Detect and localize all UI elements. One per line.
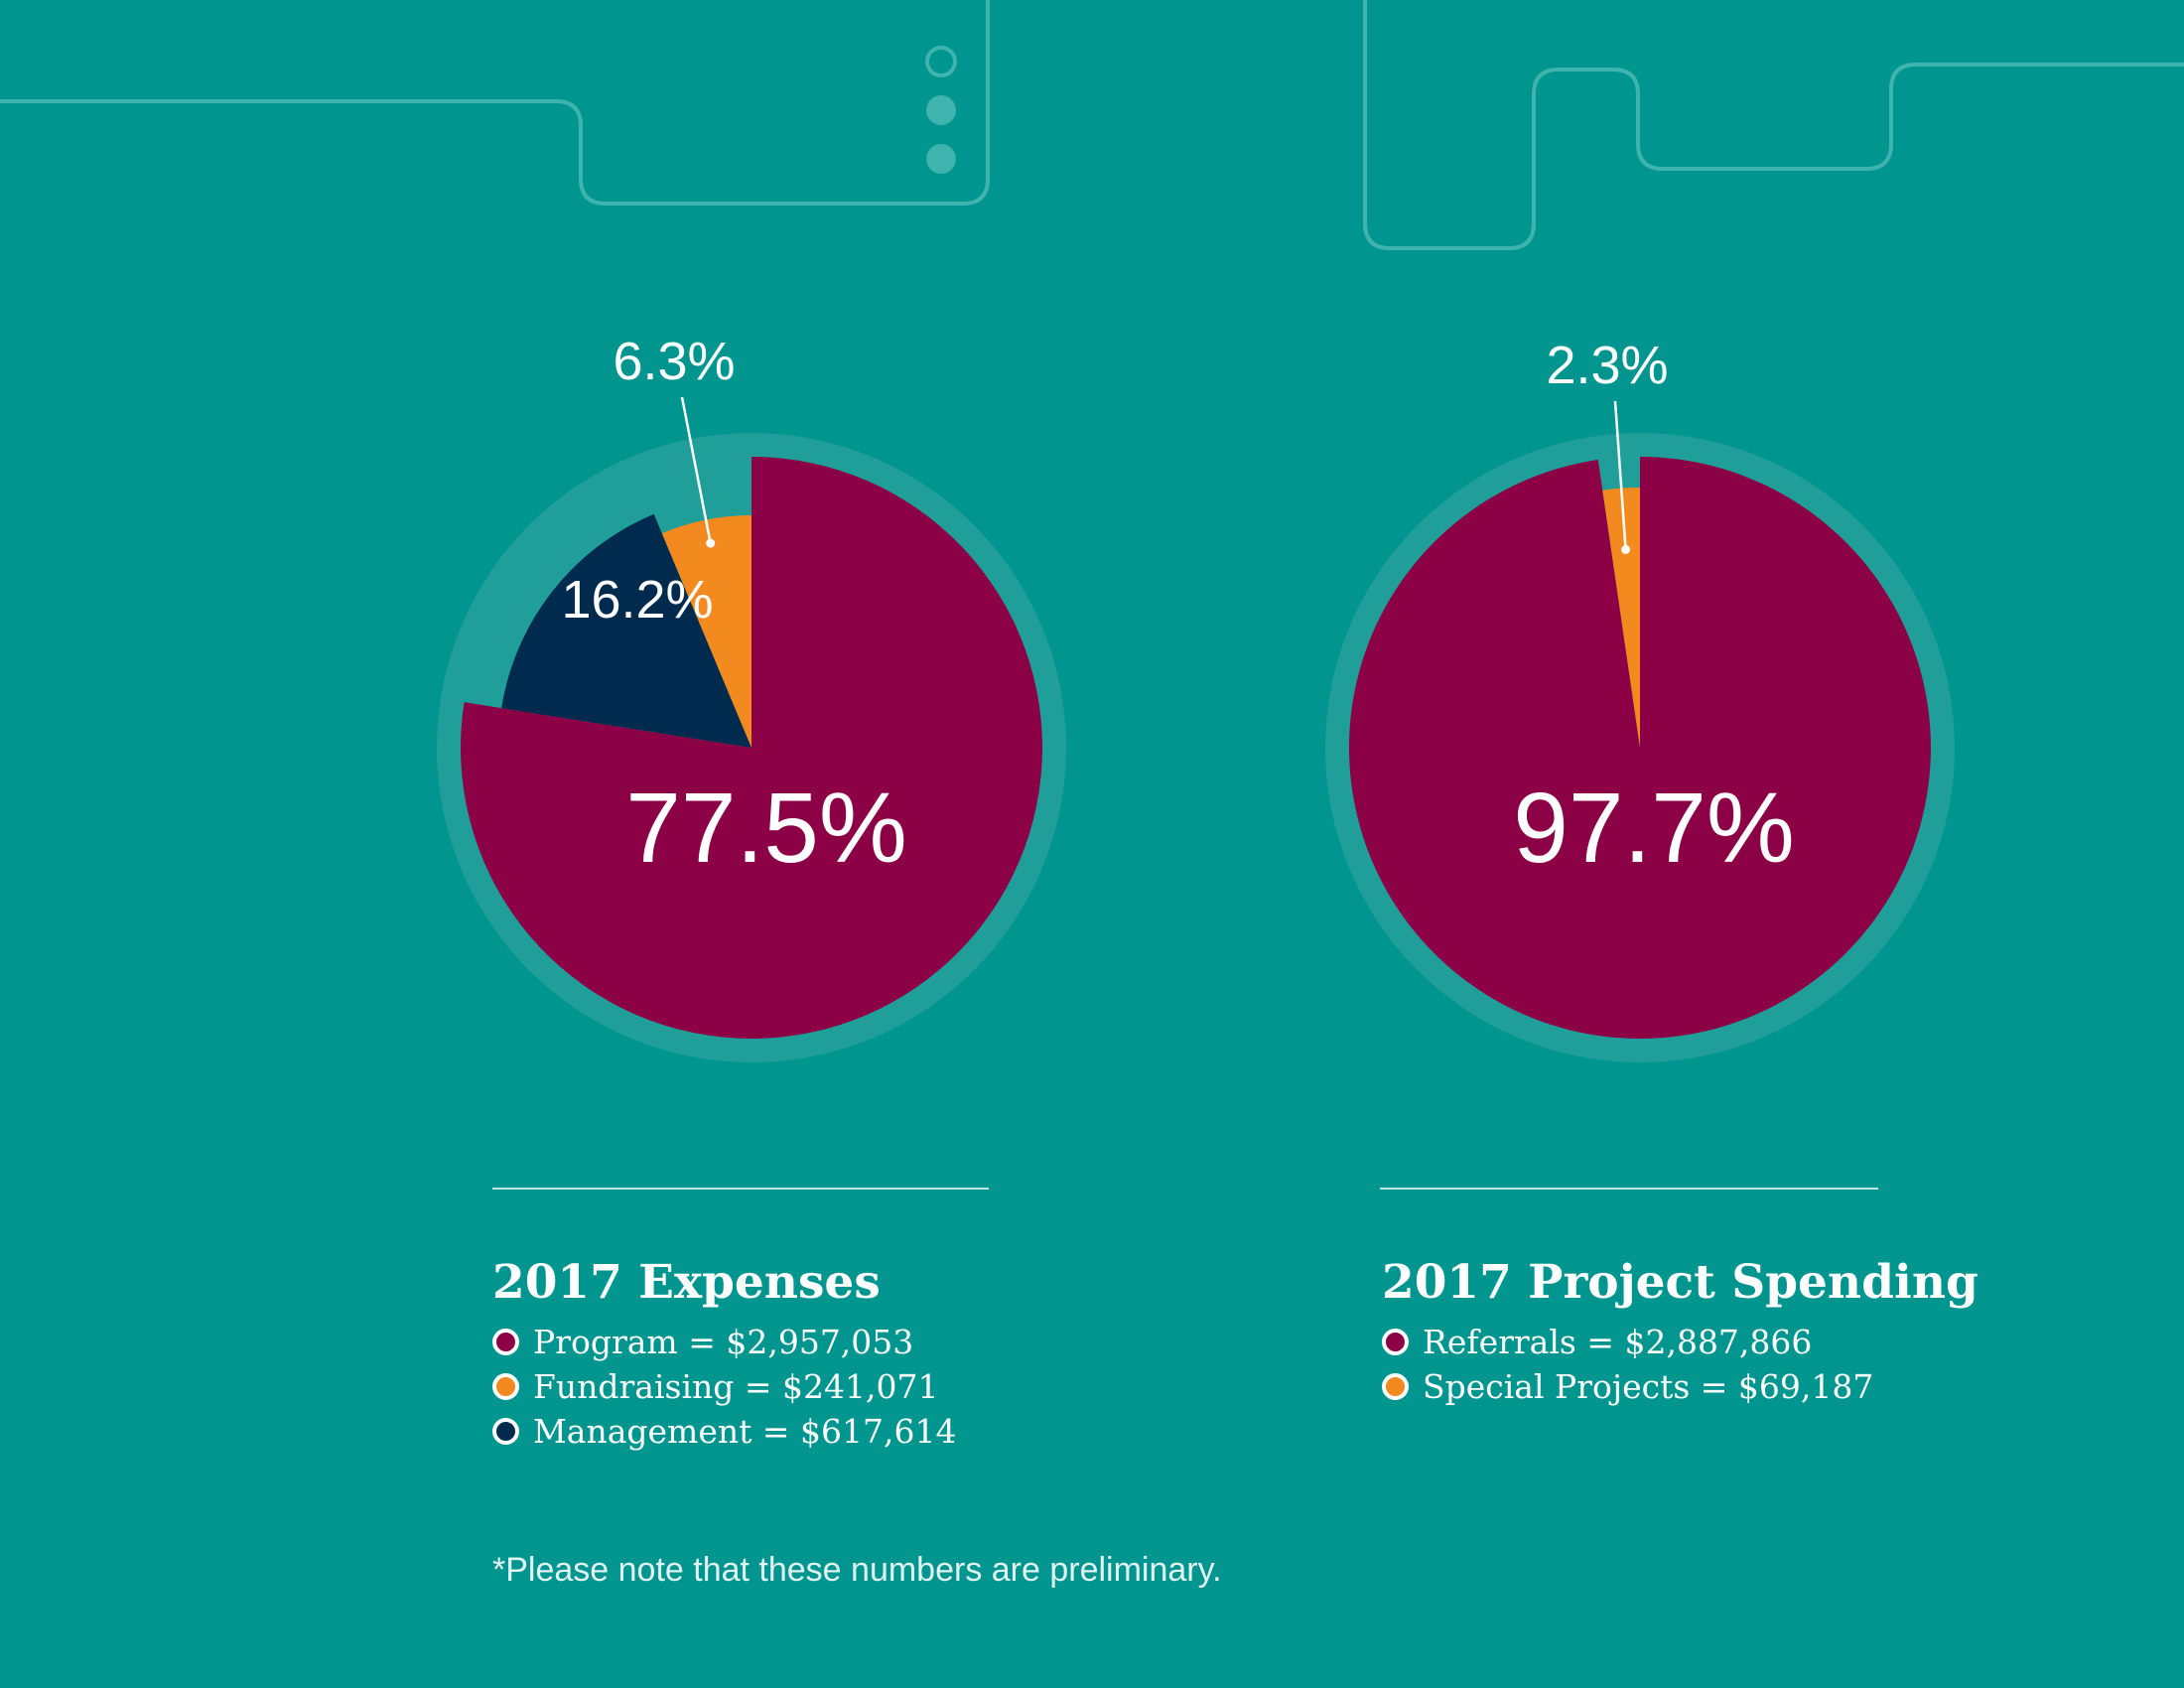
legend-item-fundraising: Fundraising = $241,071 (492, 1364, 956, 1409)
deco-dot (926, 95, 956, 125)
expenses-leader-dot-fundraising (706, 538, 716, 548)
legend-item-management: Management = $617,614 (492, 1409, 956, 1454)
spending-labels: 97.7% 2.3% (1513, 336, 1795, 884)
special-projects-dot-icon (1382, 1373, 1409, 1400)
expenses-legend-list: Program = $2,957,053 Fundraising = $241,… (492, 1320, 956, 1454)
spending-percent-label-special-projects: 2.3% (1546, 336, 1668, 395)
deco-dot (926, 144, 956, 174)
legend-label-referrals: Referrals = $2,887,866 (1423, 1323, 1813, 1361)
expenses-divider (492, 1188, 989, 1190)
spending-slice-special-projects (1602, 488, 1640, 748)
project-spending-pie-chart: 97.7% 2.3% (1325, 336, 1955, 1062)
expenses-title: 2017 Expenses (492, 1255, 881, 1310)
expenses-percent-label-management: 16.2% (561, 570, 713, 630)
legend-item-special-projects: Special Projects = $69,187 (1382, 1364, 1979, 1409)
spending-legend-list: Referrals = $2,887,866 Special Projects … (1382, 1320, 1979, 1409)
expenses-labels: 77.5% 16.2% 6.3% (561, 332, 906, 884)
spending-title: 2017 Project Spending (1382, 1255, 1979, 1310)
management-dot-icon (492, 1418, 519, 1445)
deco-ring (925, 46, 957, 77)
legend-item-referrals: Referrals = $2,887,866 (1382, 1320, 1979, 1364)
expenses-slice-program (461, 457, 1043, 1039)
expenses-slice-fundraising (661, 515, 751, 748)
expenses-percent-label-program: 77.5% (625, 773, 907, 884)
spending-divider (1380, 1188, 1878, 1190)
expenses-slice-management (501, 513, 751, 748)
spending-leader-line-special-projects (1613, 400, 1627, 550)
spending-slice-referrals (1348, 457, 1931, 1039)
expenses-leader-line-fundraising (680, 396, 712, 544)
referrals-dot-icon (1382, 1329, 1409, 1355)
expenses-slices (461, 457, 1043, 1039)
legend-label-management: Management = $617,614 (533, 1412, 957, 1451)
fundraising-dot-icon (492, 1373, 519, 1400)
legend-label-fundraising: Fundraising = $241,071 (533, 1367, 939, 1406)
spending-percent-label-referrals: 97.7% (1513, 773, 1795, 884)
legend-item-program: Program = $2,957,053 (492, 1320, 956, 1364)
spending-legend: 2017 Project Spending Referrals = $2,887… (1382, 1254, 1979, 1409)
expenses-legend: 2017 Expenses Program = $2,957,053 Fundr… (492, 1254, 956, 1454)
expenses-percent-label-fundraising: 6.3% (613, 332, 735, 391)
spending-leader-dot-special-projects (1621, 545, 1631, 554)
spending-slices (1348, 457, 1931, 1039)
legend-label-special-projects: Special Projects = $69,187 (1423, 1367, 1874, 1406)
legend-label-program: Program = $2,957,053 (533, 1323, 914, 1361)
footnote: *Please note that these numbers are prel… (492, 1551, 1222, 1589)
program-dot-icon (492, 1329, 519, 1355)
expenses-pie-chart: 77.5% 16.2% 6.3% (437, 332, 1066, 1062)
